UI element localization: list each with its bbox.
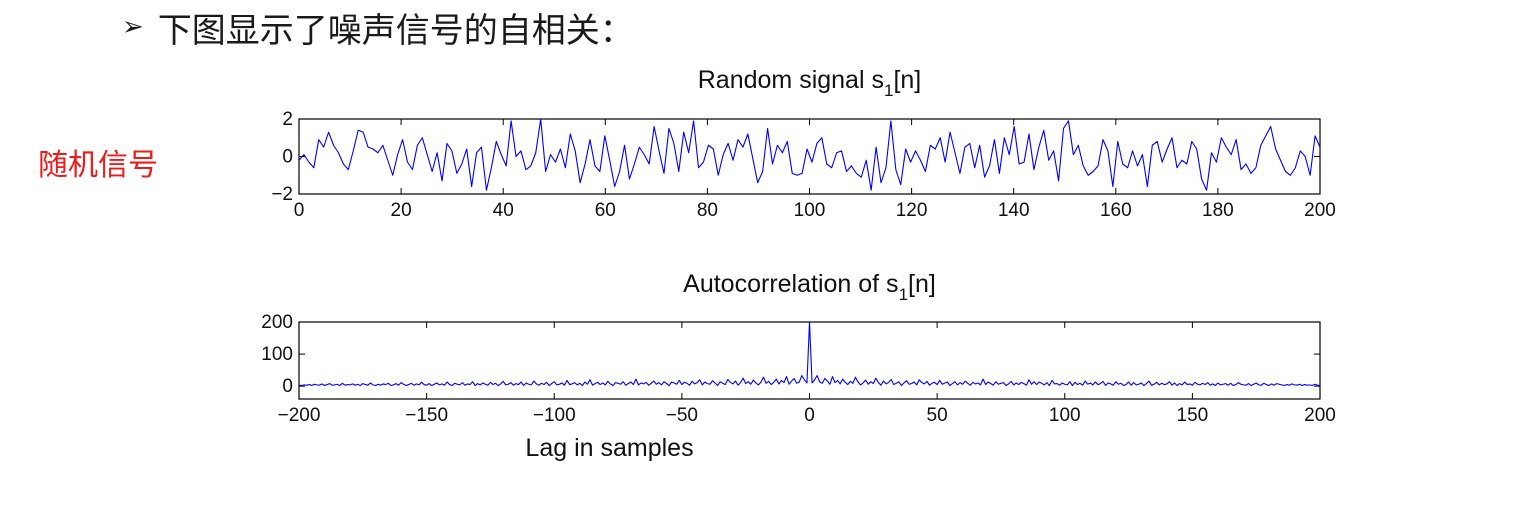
x-tick-label: 60 <box>595 200 616 221</box>
bullet-arrow-icon: ➢ <box>122 12 144 42</box>
x-tick-label: 0 <box>804 405 815 426</box>
title-part: Random signal s <box>698 66 884 94</box>
x-tick-label: 180 <box>1202 200 1234 221</box>
x-tick-label: 80 <box>697 200 718 221</box>
x-tick-label: 120 <box>896 200 928 221</box>
x-tick-label: 40 <box>493 200 514 221</box>
x-tick-label: 0 <box>294 200 305 221</box>
x-tick-label: −150 <box>405 405 448 426</box>
y-tick-label: 100 <box>261 344 293 365</box>
y-tick-label: −2 <box>271 184 293 205</box>
heading-text: 下图显示了噪声信号的自相关： <box>157 10 634 51</box>
title-subscript: 1 <box>884 81 893 100</box>
chart-title: Random signal s1[n] <box>698 66 921 100</box>
title-part: [n] <box>908 270 936 298</box>
title-part: [n] <box>893 66 921 94</box>
chart-1: Random signal s1[n]0 20 40 60 80 100 120 140 160… <box>271 66 1336 221</box>
x-tick-label: 100 <box>794 200 826 221</box>
x-tick-label: 150 <box>1177 405 1209 426</box>
slide-heading: ➢ 下图显示了噪声信号的自相关： <box>122 4 634 51</box>
chart-2: Autocorrelation of s1[n] −200 −150 −100 −50 0… <box>261 270 1336 462</box>
x-tick-label: −100 <box>533 405 576 426</box>
x-tick-label: 50 <box>927 405 948 426</box>
y-tick-label: 2 <box>282 109 293 130</box>
x-tick-label: 160 <box>1100 200 1132 221</box>
x-tick-label: −200 <box>278 405 321 426</box>
x-tick-label: 140 <box>998 200 1030 221</box>
series-line-1 <box>298 321 1321 387</box>
series-line-1 <box>298 118 1321 191</box>
y-tick-label: 0 <box>282 147 293 168</box>
x-tick-label: −50 <box>666 405 698 426</box>
x-tick-label: 20 <box>391 200 412 221</box>
title-subscript: 1 <box>899 285 908 304</box>
title-part: Autocorrelation of s <box>683 270 898 298</box>
x-tick-label: 200 <box>1304 405 1336 426</box>
random-signal-label: 随机信号 <box>38 148 158 183</box>
x-axis-label: Lag in samples <box>525 434 693 462</box>
chart-title: Autocorrelation of s1[n] <box>683 270 936 304</box>
x-tick-label: 100 <box>1049 405 1081 426</box>
x-tick-label: 200 <box>1304 200 1336 221</box>
y-tick-label: 0 <box>282 376 293 397</box>
y-tick-label: 200 <box>261 312 293 333</box>
